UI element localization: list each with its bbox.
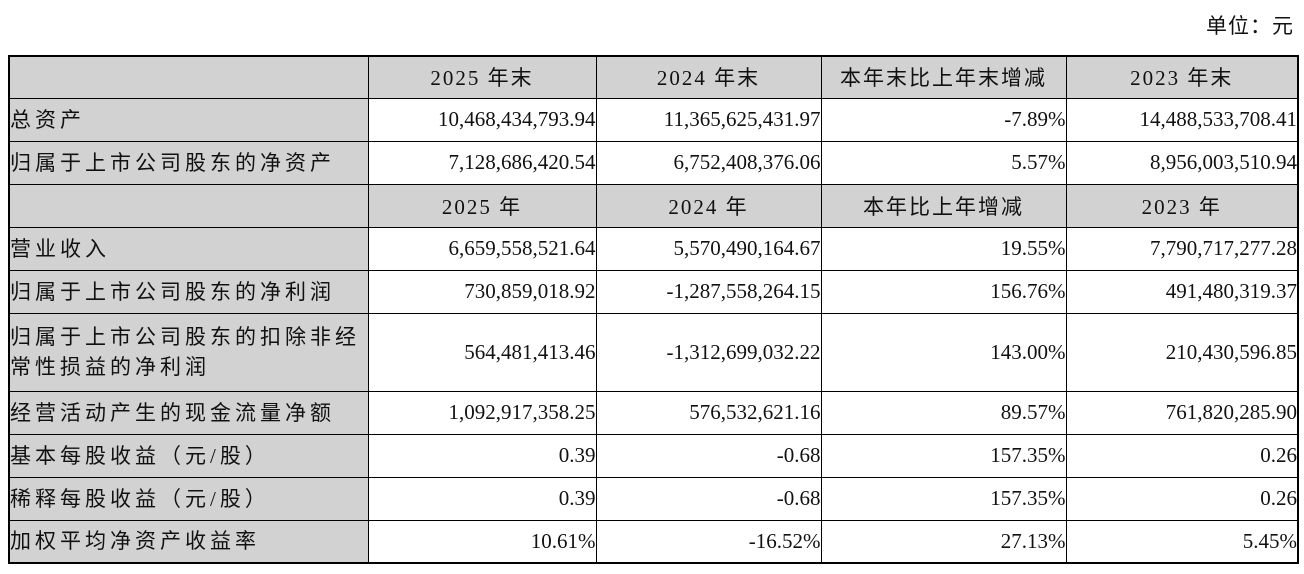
row-label-cell: 稀释每股收益（元/股） (8, 476, 369, 521)
value-cell: -0.68 (595, 476, 822, 521)
value-cell: -7.89% (820, 97, 1067, 142)
header-cell: 2024 年末 (595, 55, 822, 99)
value-cell: 0.26 (1065, 476, 1299, 521)
header-empty-cell (8, 183, 369, 228)
table-row: 经营活动产生的现金流量净额 1,092,917,358.25 576,532,621… (8, 390, 1299, 435)
value-cell: 1,092,917,358.25 (367, 390, 597, 435)
value-cell: 157.35% (820, 476, 1067, 521)
table-body: 2025 年末 2024 年末 本年末比上年末增减 2023 年末 总资产 10,468,… (8, 55, 1299, 564)
value-cell: 730,859,018.92 (367, 269, 597, 314)
header-cell: 2024 年 (595, 183, 822, 228)
value-cell: 7,790,717,277.28 (1065, 226, 1299, 271)
row-label-cell: 基本每股收益（元/股） (8, 433, 369, 478)
row-label-cell: 营业收入 (8, 226, 369, 271)
value-cell: 10,468,434,793.94 (367, 97, 597, 142)
value-cell: 143.00% (820, 312, 1067, 392)
table-row: 稀释每股收益（元/股） 0.39 -0.68 157.35% 0.26 (8, 476, 1299, 521)
value-cell: -1,287,558,264.15 (595, 269, 822, 314)
value-cell: 210,430,596.85 (1065, 312, 1299, 392)
row-label-cell: 归属于上市公司股东的扣除非经常性损益的净利润 (8, 312, 369, 392)
table-row: 归属于上市公司股东的净资产 7,128,686,420.54 6,752,408,3… (8, 140, 1299, 185)
header-cell: 2023 年 (1065, 183, 1299, 228)
value-cell: 89.57% (820, 390, 1067, 435)
value-cell: 5.45% (1065, 519, 1299, 564)
value-cell: 564,481,413.46 (367, 312, 597, 392)
value-cell: 14,488,533,708.41 (1065, 97, 1299, 142)
value-cell: -1,312,699,032.22 (595, 312, 822, 392)
table-row: 归属于上市公司股东的净利润 730,859,018.92 -1,287,558,26… (8, 269, 1299, 314)
value-cell: 7,128,686,420.54 (367, 140, 597, 185)
table-row: 加权平均净资产收益率 10.61% -16.52% 27.13% 5.45% (8, 519, 1299, 564)
value-cell: 491,480,319.37 (1065, 269, 1299, 314)
unit-label: 单位：元 (1206, 14, 1294, 38)
value-cell: 761,820,285.90 (1065, 390, 1299, 435)
row-label-cell: 加权平均净资产收益率 (8, 519, 369, 564)
value-cell: 6,659,558,521.64 (367, 226, 597, 271)
value-cell: 156.76% (820, 269, 1067, 314)
table-row: 总资产 10,468,434,793.94 11,365,625,431.97 -7.… (8, 97, 1299, 142)
table-row: 归属于上市公司股东的扣除非经常性损益的净利润 564,481,413.46 -1,3… (8, 312, 1299, 392)
value-cell: 27.13% (820, 519, 1067, 564)
header-cell: 本年比上年增减 (820, 183, 1067, 228)
row-label-cell: 总资产 (8, 97, 369, 142)
table-row: 营业收入 6,659,558,521.64 5,570,490,164.67 19.5… (8, 226, 1299, 271)
row-label-cell: 归属于上市公司股东的净资产 (8, 140, 369, 185)
value-cell: 157.35% (820, 433, 1067, 478)
value-cell: 19.55% (820, 226, 1067, 271)
table-header-row: 2025 年末 2024 年末 本年末比上年末增减 2023 年末 (8, 55, 1299, 99)
financial-summary-table: 2025 年末 2024 年末 本年末比上年末增减 2023 年末 总资产 10,468,… (8, 55, 1299, 564)
header-cell: 2025 年末 (367, 55, 597, 99)
table-header-row: 2025 年 2024 年本年比上年增减 2023 年 (8, 183, 1299, 228)
value-cell: 0.26 (1065, 433, 1299, 478)
value-cell: 0.39 (367, 433, 597, 478)
header-empty-cell (8, 55, 369, 99)
value-cell: 5.57% (820, 140, 1067, 185)
header-cell: 2023 年末 (1065, 55, 1299, 99)
value-cell: 576,532,621.16 (595, 390, 822, 435)
value-cell: 11,365,625,431.97 (595, 97, 822, 142)
value-cell: -16.52% (595, 519, 822, 564)
value-cell: 6,752,408,376.06 (595, 140, 822, 185)
header-cell: 本年末比上年末增减 (820, 55, 1067, 99)
header-cell: 2025 年 (367, 183, 597, 228)
row-label-cell: 归属于上市公司股东的净利润 (8, 269, 369, 314)
value-cell: 5,570,490,164.67 (595, 226, 822, 271)
row-label-cell: 经营活动产生的现金流量净额 (8, 390, 369, 435)
value-cell: 10.61% (367, 519, 597, 564)
value-cell: 8,956,003,510.94 (1065, 140, 1299, 185)
table-row: 基本每股收益（元/股） 0.39 -0.68 157.35% 0.26 (8, 433, 1299, 478)
value-cell: -0.68 (595, 433, 822, 478)
value-cell: 0.39 (367, 476, 597, 521)
